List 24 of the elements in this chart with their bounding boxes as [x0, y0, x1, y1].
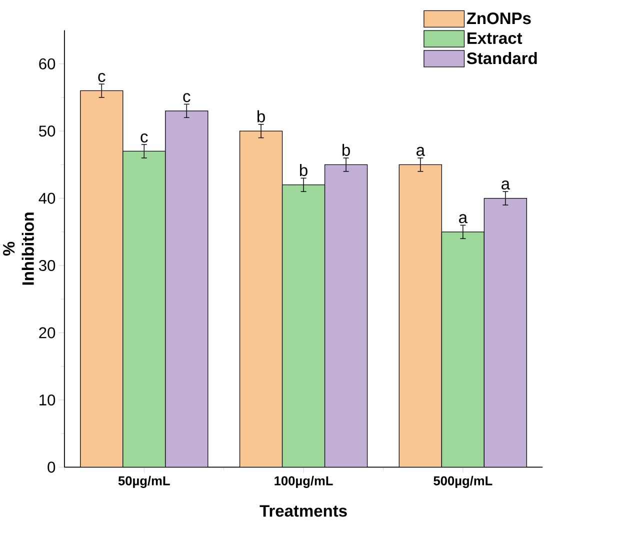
- x-tick-label: 50µg/mL: [118, 476, 170, 488]
- x-tick-label: 500µg/mL: [434, 476, 492, 488]
- y-tick-label: 10: [40, 394, 56, 406]
- data-label: b: [342, 144, 350, 156]
- x-axis-title: Treatments: [260, 505, 347, 517]
- data-label: b: [258, 110, 265, 122]
- data-label: a: [502, 180, 510, 190]
- data-label: a: [416, 146, 426, 156]
- x-tick-label: 100µg/mL: [274, 476, 333, 488]
- y-tick-label: 30: [38, 260, 56, 271]
- data-label: c: [183, 93, 190, 102]
- y-tick-label: 20: [39, 327, 56, 338]
- legend-label: Extract: [468, 32, 522, 44]
- legend-label: ZnONPs: [466, 12, 531, 24]
- legend-label: Standard: [466, 52, 537, 64]
- y-tick-label: 50: [39, 125, 56, 137]
- y-tick-label: 0: [48, 462, 56, 473]
- data-label: c: [98, 72, 106, 82]
- data-label: c: [140, 133, 148, 142]
- y-tick-label: 40: [38, 192, 56, 204]
- data-label: b: [300, 164, 308, 176]
- y-tick-label: 60: [39, 58, 56, 70]
- data-label: a: [459, 214, 468, 224]
- y-axis-title: % Inhibition: [3, 212, 34, 285]
